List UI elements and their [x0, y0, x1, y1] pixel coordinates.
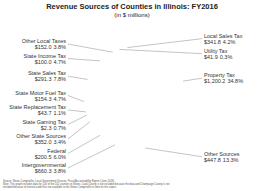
- data-label: 3.8%: [53, 168, 66, 174]
- source-note-line: included because of internal audit files…: [3, 185, 117, 189]
- leader-line: [183, 78, 202, 81]
- leader-line: [68, 145, 115, 168]
- data-label: 13.3%: [223, 157, 239, 163]
- slice-label: State Gaming Tax$2.30.7%: [22, 119, 66, 131]
- slice-label: Property Tax$1,200.234.8%: [204, 72, 243, 84]
- leader-line: [68, 44, 113, 52]
- chart: Revenue Sources of Counties in Illinois:…: [0, 0, 264, 191]
- amount-label: $2.3: [41, 125, 52, 131]
- amount-label: $152.0: [35, 44, 52, 50]
- data-label: 34.8%: [227, 78, 243, 84]
- leader-line: [68, 122, 90, 139]
- slice-label: State Motor Fuel Tax$154.34.7%: [15, 90, 66, 102]
- leader-line: [68, 76, 87, 79]
- slice-label: Other Local Taxes$152.03.8%: [22, 38, 66, 50]
- data-label: 3.4%: [53, 139, 66, 145]
- data-label: 4.7%: [53, 96, 66, 102]
- leader-line: [120, 49, 202, 53]
- leader-line: [145, 148, 202, 157]
- amount-label: $154.3: [35, 96, 52, 102]
- slice-label: Other Sources$447.813.3%: [204, 151, 240, 163]
- amount-label: $200.5: [35, 154, 52, 160]
- leader-line: [68, 115, 87, 124]
- slice-label: Utility Tax$41.90.3%: [204, 48, 232, 60]
- data-label: 4.7%: [53, 59, 66, 65]
- title: Revenue Sources of Counties in Illinois:…: [46, 2, 218, 11]
- slice-label: Local Sales Tax$341.84.2%: [204, 33, 243, 45]
- leader-line: [127, 39, 202, 48]
- data-label: 6.0%: [53, 154, 66, 160]
- amount-label: $43.7: [38, 110, 52, 116]
- leader-line: [68, 59, 100, 61]
- leader-line: [68, 135, 100, 153]
- amount-label: $341.8: [204, 39, 221, 45]
- slice-label: State Sales Tax$291.37.8%: [28, 70, 66, 82]
- leader-lines: [68, 39, 202, 168]
- source-note: Source: Illinois Comptroller, Local Gove…: [3, 179, 170, 189]
- slice-label: State Replacement Tax$43.71.1%: [9, 104, 66, 116]
- amount-label: $660.3: [35, 168, 52, 174]
- amount-label: $352.0: [35, 139, 52, 145]
- amount-label: $100.0: [35, 59, 52, 65]
- data-label: 7.8%: [53, 76, 66, 82]
- data-label: 0.3%: [220, 54, 233, 60]
- amount-label: $41.9: [204, 54, 218, 60]
- data-label: 4.2%: [223, 39, 236, 45]
- amount-label: $447.8: [204, 157, 221, 163]
- slice-label: Federal$200.56.0%: [35, 148, 66, 160]
- slice-label: Intergovernmental$660.33.8%: [22, 162, 66, 174]
- slice-label: Other State Sources$352.03.4%: [16, 133, 66, 145]
- data-label: 0.7%: [53, 125, 66, 131]
- amount-label: $291.3: [35, 76, 52, 82]
- amount-label: $1,200.2: [204, 78, 225, 84]
- slice-label: State Income Tax$100.04.7%: [24, 53, 67, 65]
- leader-line: [68, 110, 86, 112]
- data-label: 3.8%: [53, 44, 66, 50]
- leader-line: [68, 96, 84, 102]
- data-label: 1.1%: [53, 110, 66, 116]
- subtitle: (in $ millions): [114, 12, 149, 18]
- labels: Other Local Taxes$152.03.8% State Income …: [9, 33, 243, 174]
